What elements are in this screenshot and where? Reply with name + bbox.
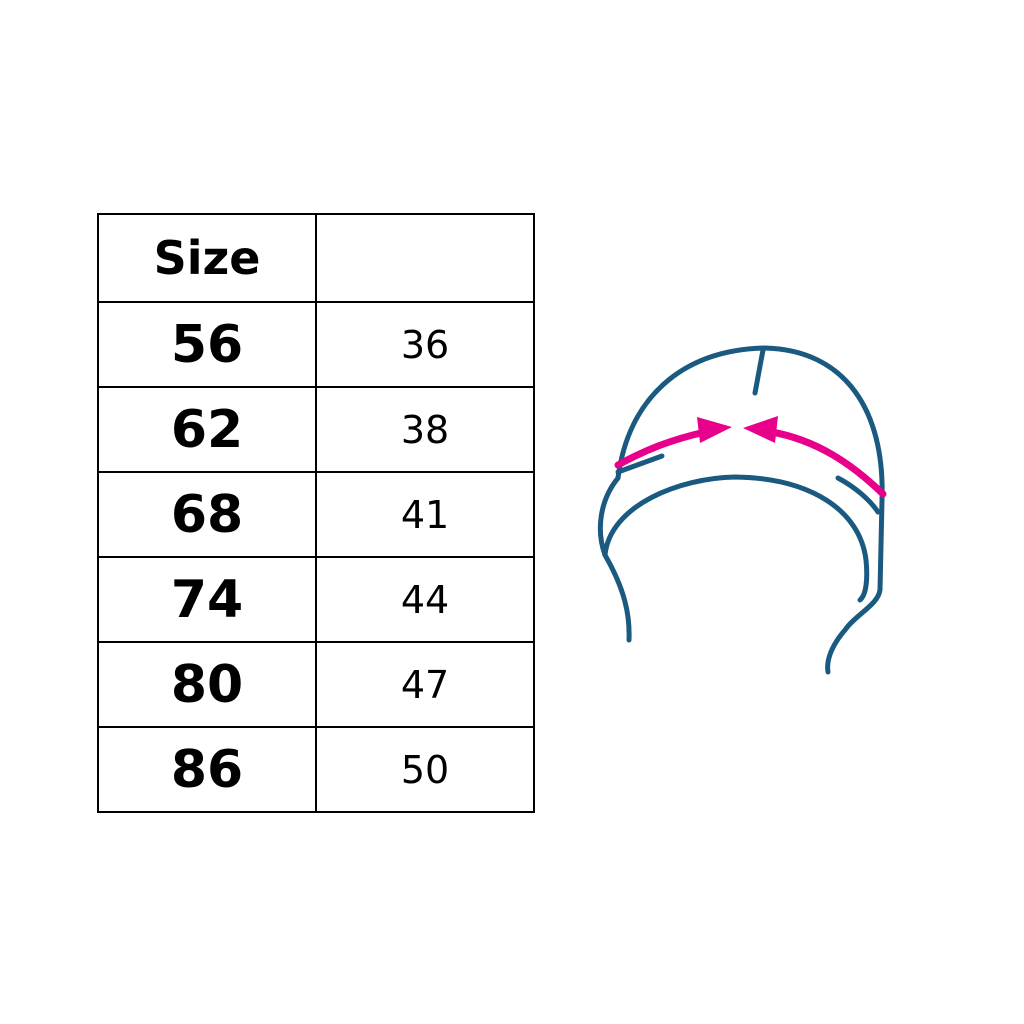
header-size: Size (97, 213, 317, 303)
size-cell: 74 (97, 556, 317, 643)
size-cell: 68 (97, 471, 317, 558)
table-row: 86 50 (97, 726, 535, 813)
value-cell: 41 (315, 471, 535, 558)
size-cell: 62 (97, 386, 317, 473)
value-cell: 38 (315, 386, 535, 473)
table-row: 80 47 (97, 641, 535, 728)
size-cell: 80 (97, 641, 317, 728)
value-cell: 50 (315, 726, 535, 813)
value-cell: 44 (315, 556, 535, 643)
value-cell: 47 (315, 641, 535, 728)
hat-outline-icon (597, 345, 885, 675)
table-header-row: Size (97, 213, 535, 303)
size-table: Size 56 36 62 38 68 41 74 44 80 47 86 50 (97, 213, 535, 813)
value-cell: 36 (315, 301, 535, 388)
table-row: 56 36 (97, 301, 535, 388)
table-row: 68 41 (97, 471, 535, 558)
circumference-arrows-icon (614, 416, 887, 498)
table-row: 62 38 (97, 386, 535, 473)
table-row: 74 44 (97, 556, 535, 643)
size-cell: 56 (97, 301, 317, 388)
header-measurement (315, 213, 535, 303)
size-cell: 86 (97, 726, 317, 813)
